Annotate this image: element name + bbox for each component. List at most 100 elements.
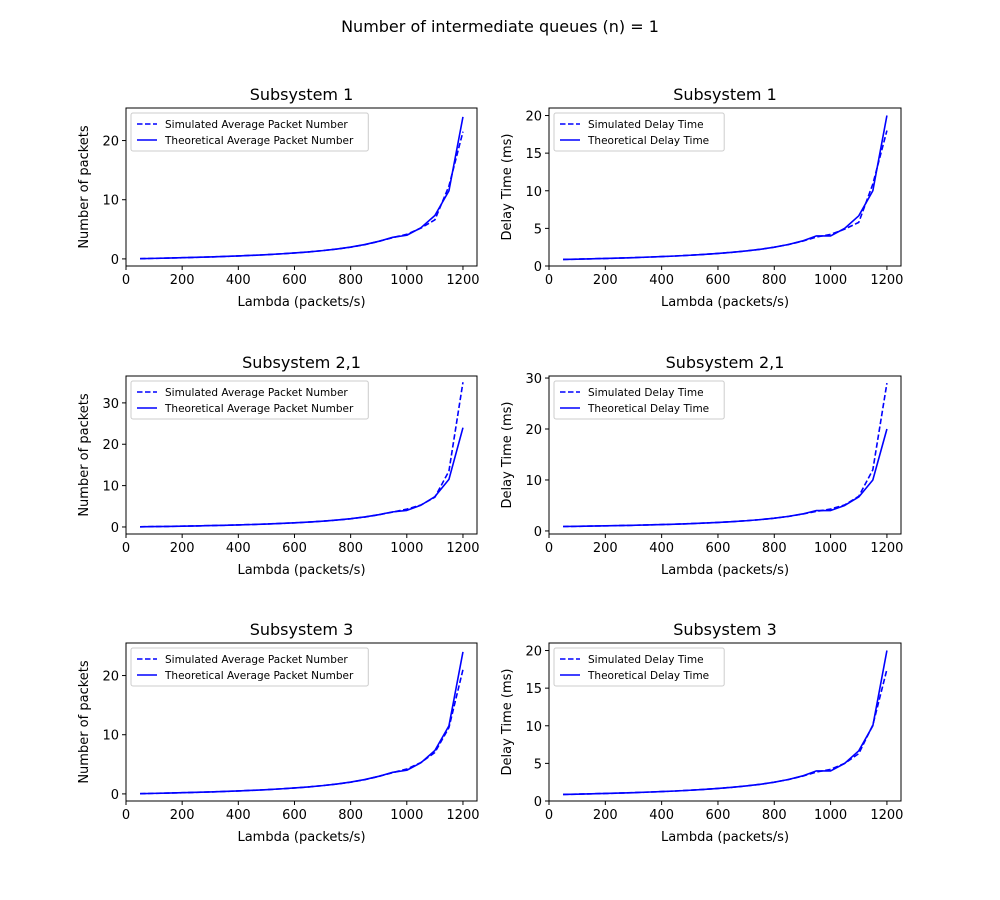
y-tick-label: 5 [534, 222, 542, 237]
theoretical-series-line [140, 116, 464, 260]
x-tick-label: 400 [226, 273, 251, 288]
x-tick-label: 200 [593, 273, 618, 288]
y-tick-label: 10 [525, 185, 542, 200]
legend-label: Theoretical Average Packet Number [164, 403, 354, 415]
x-axis-label: Lambda (packets/s) [237, 295, 365, 310]
x-tick-label: 800 [762, 273, 787, 288]
y-tick-label: 15 [525, 147, 542, 162]
x-tick-label: 1200 [870, 273, 903, 288]
x-tick-label: 800 [338, 541, 363, 556]
x-tick-label: 0 [122, 808, 130, 823]
x-tick-label: 1000 [390, 541, 423, 556]
x-tick-label: 800 [762, 808, 787, 823]
x-axis-label: Lambda (packets/s) [237, 830, 365, 845]
legend-label: Simulated Average Packet Number [165, 119, 348, 131]
legend-box [130, 647, 369, 687]
x-tick-label: 1000 [390, 273, 423, 288]
y-axis-label: Delay Time (ms) [500, 402, 515, 509]
x-tick-label: 800 [338, 808, 363, 823]
y-tick-label: 10 [525, 720, 542, 735]
y-tick-label: 20 [525, 423, 542, 438]
axes-frame [125, 375, 478, 535]
legend-box [553, 380, 725, 420]
legend-label: Simulated Delay Time [588, 119, 704, 131]
y-tick-label: 20 [102, 670, 119, 685]
x-tick-label: 600 [282, 808, 307, 823]
legend-label: Simulated Delay Time [588, 654, 704, 666]
y-tick-label: 20 [525, 110, 542, 125]
legend-label: Simulated Delay Time [588, 387, 704, 399]
theoretical-series-line [563, 115, 888, 261]
y-tick-label: 30 [525, 372, 542, 387]
subplot-3: Subsystem 2,1 0 200 400 600 800 1000 1200 0 10 20 3… [77, 353, 480, 578]
subplot-4: Subsystem 2,1 0 200 400 600 800 1000 1200 0 10 20 3… [500, 353, 903, 578]
legend: Simulated Delay Time Theoretical Delay Ti… [553, 112, 725, 152]
theoretical-series-line [140, 651, 464, 795]
subplot-title: Subsystem 1 [673, 85, 777, 104]
y-tick-label: 10 [102, 194, 119, 209]
subplot-title: Subsystem 2,1 [666, 353, 785, 372]
y-tick-label: 20 [525, 645, 542, 660]
legend-label: Theoretical Delay Time [587, 135, 709, 147]
legend-label: Theoretical Average Packet Number [164, 670, 354, 682]
x-tick-label: 200 [170, 808, 195, 823]
x-tick-label: 0 [545, 541, 553, 556]
legend: Simulated Average Packet Number Theoretic… [130, 380, 369, 420]
subplot-title: Subsystem 3 [673, 620, 777, 639]
y-tick-label: 10 [102, 480, 119, 495]
legend-box [130, 112, 369, 152]
x-tick-label: 600 [706, 541, 731, 556]
subplot-grid: Subsystem 10 200 400 600 800 1000 120001020Lam… [77, 85, 903, 845]
x-tick-label: 600 [706, 273, 731, 288]
y-tick-label: 15 [525, 682, 542, 697]
y-tick-label: 5 [534, 757, 542, 772]
y-tick-label: 0 [111, 788, 119, 803]
x-axis-label: Lambda (packets/s) [661, 295, 789, 310]
y-tick-label: 0 [534, 260, 542, 275]
x-tick-label: 1000 [814, 541, 847, 556]
y-tick-label: 20 [102, 438, 119, 453]
axes-frame [548, 642, 902, 802]
theoretical-series-line [563, 428, 888, 528]
legend-label: Theoretical Delay Time [587, 670, 709, 682]
y-axis-label: Number of packets [77, 393, 92, 517]
y-tick-label: 0 [111, 521, 119, 536]
x-tick-label: 600 [282, 273, 307, 288]
subplot-title: Subsystem 3 [250, 620, 354, 639]
x-tick-label: 200 [593, 541, 618, 556]
legend-label: Theoretical Delay Time [587, 403, 709, 415]
x-tick-label: 0 [122, 273, 130, 288]
y-tick-label: 0 [534, 525, 542, 540]
x-tick-label: 800 [338, 273, 363, 288]
x-axis-label: Lambda (packets/s) [237, 563, 365, 578]
x-tick-label: 600 [282, 541, 307, 556]
legend-box [130, 380, 369, 420]
subplot-2: Subsystem 1 0 200 400 600 800 1000 1200 0 5 10 15 20… [500, 85, 903, 310]
x-axis-label: Lambda (packets/s) [661, 830, 789, 845]
theoretical-series-line [140, 427, 464, 528]
y-axis-label: Delay Time (ms) [500, 669, 515, 776]
x-tick-label: 0 [545, 808, 553, 823]
axes-frame [548, 375, 902, 535]
figure-title: Number of intermediate queues (n) = 1 [341, 17, 659, 36]
y-tick-label: 30 [102, 397, 119, 412]
legend-box [553, 647, 725, 687]
subplot-5: Subsystem 3 0 200 400 600 800 1000 1200 0 10 20 Lam… [77, 620, 480, 845]
x-tick-label: 400 [649, 273, 674, 288]
x-tick-label: 0 [122, 541, 130, 556]
theoretical-series-line [563, 650, 888, 796]
y-tick-label: 10 [525, 474, 542, 489]
y-axis-label: Number of packets [77, 125, 92, 249]
x-tick-label: 200 [593, 808, 618, 823]
axes-frame [125, 642, 478, 802]
subplot-title: Subsystem 1 [250, 85, 354, 104]
x-tick-label: 400 [226, 808, 251, 823]
x-tick-label: 1000 [814, 808, 847, 823]
legend-label: Theoretical Average Packet Number [164, 135, 354, 147]
x-tick-label: 600 [706, 808, 731, 823]
legend: Simulated Delay Time Theoretical Delay Ti… [553, 380, 725, 420]
legend-label: Simulated Average Packet Number [165, 387, 348, 399]
legend-box [553, 112, 725, 152]
subplot-title: Subsystem 2,1 [242, 353, 361, 372]
